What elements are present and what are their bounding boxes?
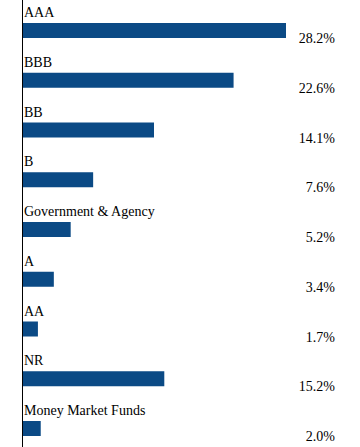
data-label: 28.2% bbox=[299, 31, 336, 46]
data-label: 15.2% bbox=[299, 379, 336, 394]
bar bbox=[22, 123, 154, 138]
bars bbox=[22, 23, 286, 436]
bar bbox=[22, 222, 71, 237]
category-label: BBB bbox=[24, 55, 52, 70]
category-labels: AAABBBBBBGovernment & AgencyAAANRMoney M… bbox=[24, 5, 155, 418]
category-label: BB bbox=[24, 105, 43, 120]
axis-line bbox=[22, 0, 23, 447]
data-label: 2.0% bbox=[306, 429, 336, 444]
bar bbox=[22, 23, 286, 38]
category-label: B bbox=[24, 154, 33, 169]
bar bbox=[22, 421, 41, 436]
category-label: Money Market Funds bbox=[24, 403, 145, 418]
bar bbox=[22, 371, 164, 386]
data-label: 5.2% bbox=[306, 230, 336, 245]
data-label: 3.4% bbox=[306, 280, 336, 295]
data-label: 1.7% bbox=[306, 330, 336, 345]
data-label: 7.6% bbox=[306, 180, 336, 195]
category-label: Government & Agency bbox=[24, 204, 155, 219]
bar bbox=[22, 322, 38, 337]
category-label: A bbox=[24, 254, 35, 269]
category-label: NR bbox=[24, 353, 44, 368]
data-labels: 28.2% 22.6% 14.1% 7.6% 5.2% 3.4% 1.7% 15.2% 2.0% bbox=[299, 31, 336, 444]
bar bbox=[22, 172, 93, 187]
data-label: 14.1% bbox=[299, 131, 336, 146]
data-label: 22.6% bbox=[299, 81, 336, 96]
chart: AAABBBBBBGovernment & AgencyAAANRMoney M… bbox=[0, 0, 360, 447]
bar bbox=[22, 272, 54, 287]
category-label: AA bbox=[24, 304, 45, 319]
bar bbox=[22, 73, 234, 88]
category-label: AAA bbox=[24, 5, 55, 20]
